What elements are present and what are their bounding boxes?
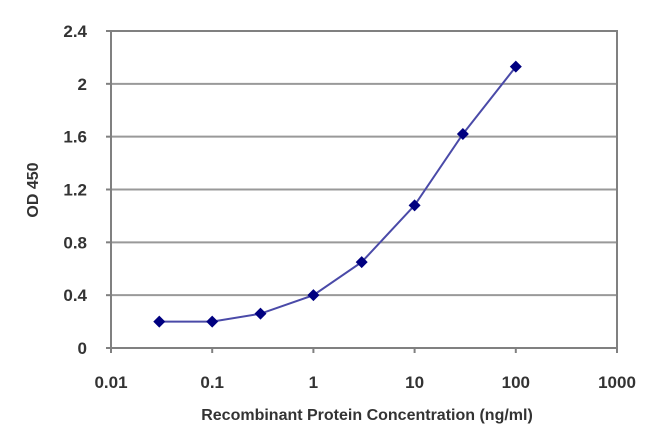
data-point-diamond [509,60,522,73]
x-tick-label: 0.1 [200,373,224,392]
x-tick-label: 10 [405,373,424,392]
y-tick-label: 0.8 [63,233,87,252]
data-point-diamond [408,199,421,212]
x-axis-ticks: 0.01 0.1 1 10 100 1000 [94,348,636,392]
data-point-diamond [153,315,166,328]
data-series-line [159,66,517,323]
y-tick-label: 2 [78,75,87,94]
x-tick-label: 100 [502,373,530,392]
x-axis-title: Recombinant Protein Concentration (ng/ml… [201,407,533,424]
y-axis-title: OD 450 [25,162,42,217]
x-tick-label: 1 [309,373,318,392]
data-point-markers [153,60,522,328]
data-point-diamond [307,289,320,302]
y-tick-label: 2.4 [63,22,87,41]
y-tick-label: 1.6 [63,128,87,147]
x-tick-label: 0.01 [94,373,127,392]
y-tick-label: 0.4 [63,286,87,305]
y-tick-label: 0 [78,339,87,358]
x-tick-label: 1000 [598,373,636,392]
data-point-diamond [254,307,267,320]
y-axis-ticks: 0 0.4 0.8 1.2 1.6 2 2.4 [63,22,111,358]
y-tick-label: 1.2 [63,181,87,200]
data-point-diamond [355,256,368,269]
data-point-diamond [206,315,219,328]
horizontal-gridlines [111,82,617,297]
data-point-diamond [456,128,469,141]
